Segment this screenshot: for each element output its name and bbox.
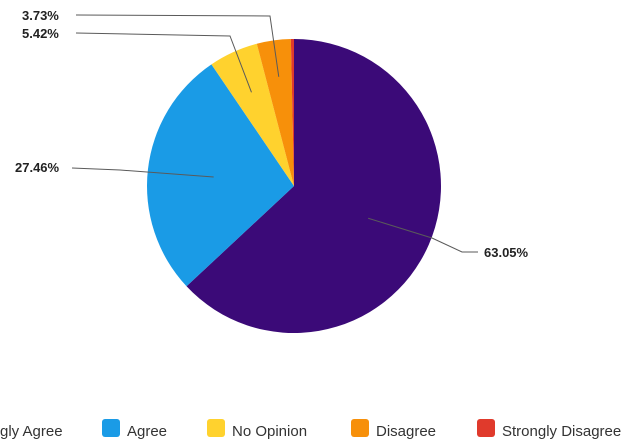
- data-label-strongly-agree: 63.05%: [484, 245, 529, 260]
- leader-line-agree: [71, 167, 214, 178]
- leader-line-no-opinion: [75, 32, 252, 93]
- pie-slices: [147, 39, 441, 333]
- legend-label-no-opinion: No Opinion: [232, 423, 307, 440]
- legend-swatch-disagree: [351, 419, 369, 437]
- legend-swatch-agree: [102, 419, 120, 437]
- legend-label-agree: Agree: [127, 423, 167, 440]
- leader-line-disagree: [75, 14, 280, 77]
- legend-label-disagree: Disagree: [376, 423, 436, 440]
- legend-swatch-strongly-disagree: [477, 419, 495, 437]
- pie-slice-strongly-disagree: [290, 39, 294, 186]
- data-labels: 63.05% 27.46% 5.42% 3.73%: [15, 8, 529, 260]
- pie-slice-no-opinion: [211, 43, 294, 186]
- legend: gly Agree Agree No Opinion Disagree Stro…: [0, 419, 621, 440]
- data-label-agree: 27.46%: [15, 160, 60, 175]
- data-label-no-opinion: 5.42%: [22, 26, 59, 41]
- label-leader-lines: [71, 14, 478, 253]
- pie-slice-agree: [147, 64, 294, 287]
- pie-slice-disagree: [256, 39, 294, 187]
- legend-swatch-no-opinion: [207, 419, 225, 437]
- pie-slice-strongly-agree: [186, 39, 441, 333]
- legend-label-strongly-disagree: Strongly Disagree: [502, 423, 621, 440]
- data-label-disagree: 3.73%: [22, 8, 59, 23]
- legend-label-strongly-agree: gly Agree: [0, 423, 63, 440]
- leader-line-strongly-agree: [368, 217, 478, 253]
